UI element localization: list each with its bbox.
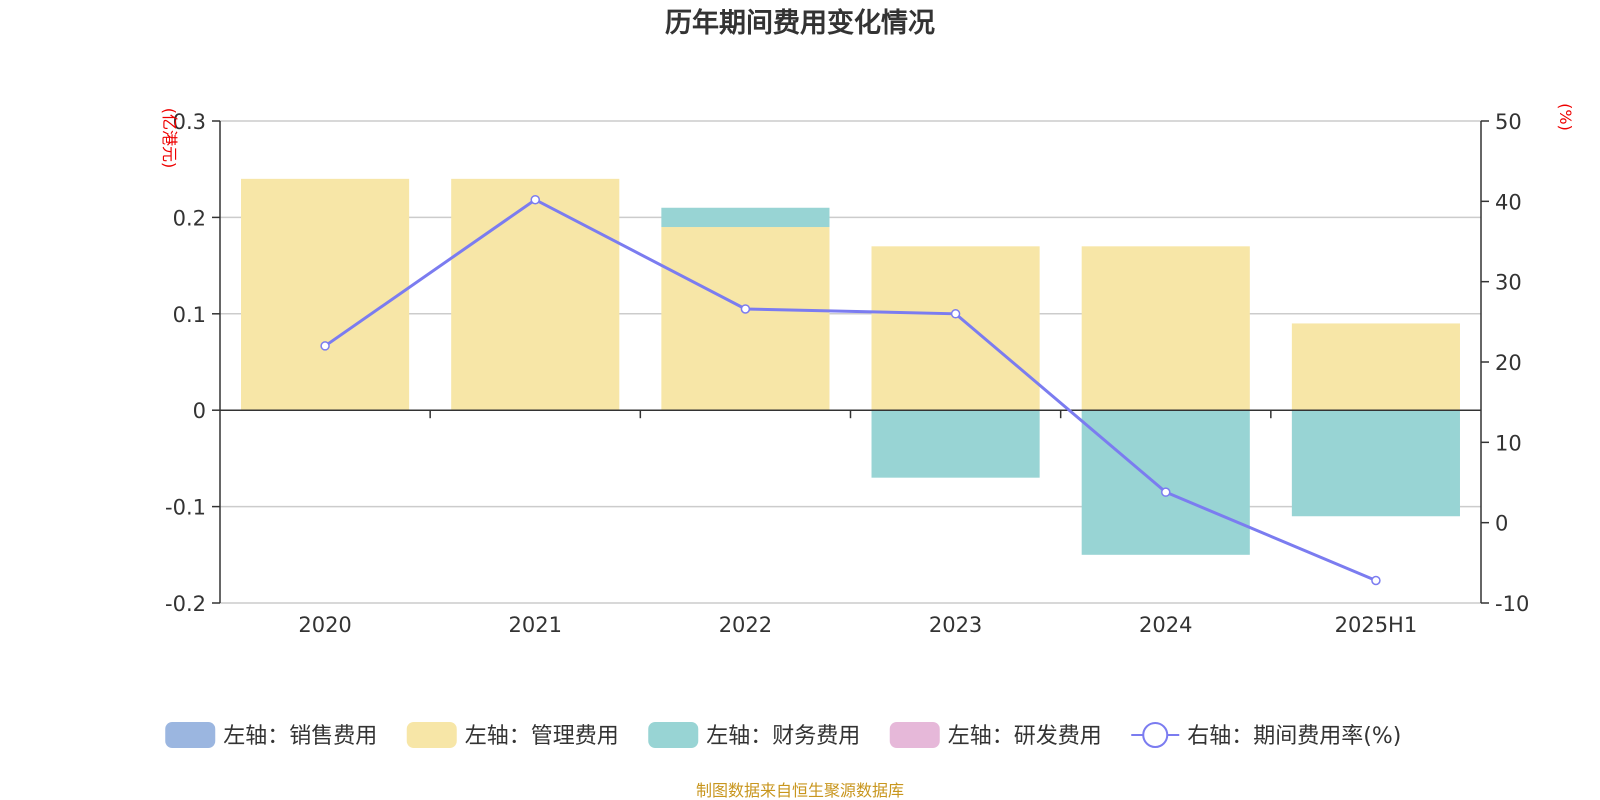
axes: -0.2 -0.1 0 0.1 0.2 0.3 -10 0 10 20 30 40 50 2020 2021…	[165, 110, 1529, 637]
rate-line-group	[320, 194, 1381, 586]
x-axis-label: 2025H1	[1335, 613, 1418, 637]
legend-label: 左轴：财务费用	[706, 724, 860, 749]
rate-point-2024	[1161, 487, 1171, 497]
x-axis-label: 2023	[929, 613, 982, 637]
legend-swatch	[406, 722, 457, 748]
left-axis-label: 0.1	[173, 303, 206, 327]
left-axis-label: 0.2	[173, 206, 206, 230]
chart-title: 历年期间费用变化情况	[665, 7, 935, 39]
x-axis-label: 2020	[298, 613, 351, 637]
legend-circle-marker	[1142, 722, 1169, 748]
bar-2023-series-2	[871, 410, 1040, 478]
right-axis-label: 20	[1495, 351, 1522, 375]
rate-point-2025H1	[1371, 575, 1381, 586]
right-axis-label: 10	[1495, 431, 1522, 455]
bar-2020-series-1	[241, 178, 410, 411]
x-axis-label: 2024	[1139, 613, 1192, 637]
legend-label: 左轴：管理费用	[465, 724, 619, 749]
rate-point-2020	[320, 341, 330, 351]
left-axis-label: -0.2	[165, 592, 206, 616]
legend-swatch	[889, 722, 940, 748]
right-axis-unit: (%)	[1556, 103, 1575, 131]
rate-point-2022	[740, 304, 751, 314]
left-axis-label: -0.1	[165, 496, 206, 520]
source-note: 制图数据来自恒生聚源数据库	[696, 781, 904, 800]
bar-group	[241, 178, 1460, 555]
rate-line	[324, 197, 1377, 582]
rate-point-2023	[950, 309, 961, 319]
legend: 左轴：销售费用 左轴：管理费用 左轴：财务费用 左轴：研发费用 右轴：期间费用率(%)	[165, 722, 1401, 749]
left-axis-unit: (亿港元)	[160, 108, 179, 169]
bar-2024-series-2	[1081, 410, 1250, 555]
bar-2024-series-1	[1081, 246, 1250, 411]
right-axis-label: 50	[1495, 110, 1522, 134]
rate-point-2021	[530, 194, 540, 205]
bar-2023-series-1	[871, 246, 1040, 411]
bar-2021-series-1	[451, 178, 620, 411]
x-axis-label: 2022	[719, 613, 772, 637]
bar-2025H1-series-2	[1291, 410, 1460, 517]
bar-2025H1-series-1	[1291, 323, 1460, 411]
legend-label: 右轴：期间费用率(%)	[1187, 724, 1401, 749]
bar-2022-series-1	[661, 227, 830, 411]
legend-swatch	[165, 722, 216, 748]
left-axis-label: 0	[193, 399, 206, 423]
right-axis-label: 40	[1495, 190, 1522, 214]
grid-lines	[220, 120, 1481, 604]
x-axis-label: 2021	[509, 613, 562, 637]
bar-2022-series-2	[661, 207, 830, 228]
legend-swatch	[648, 722, 699, 748]
left-axis-label: 0.3	[173, 110, 206, 134]
legend-label: 左轴：研发费用	[948, 724, 1102, 749]
right-axis-label: -10	[1495, 592, 1529, 616]
right-axis-label: 0	[1495, 512, 1508, 536]
right-axis-label: 30	[1495, 271, 1522, 295]
legend-label: 左轴：销售费用	[223, 724, 377, 749]
